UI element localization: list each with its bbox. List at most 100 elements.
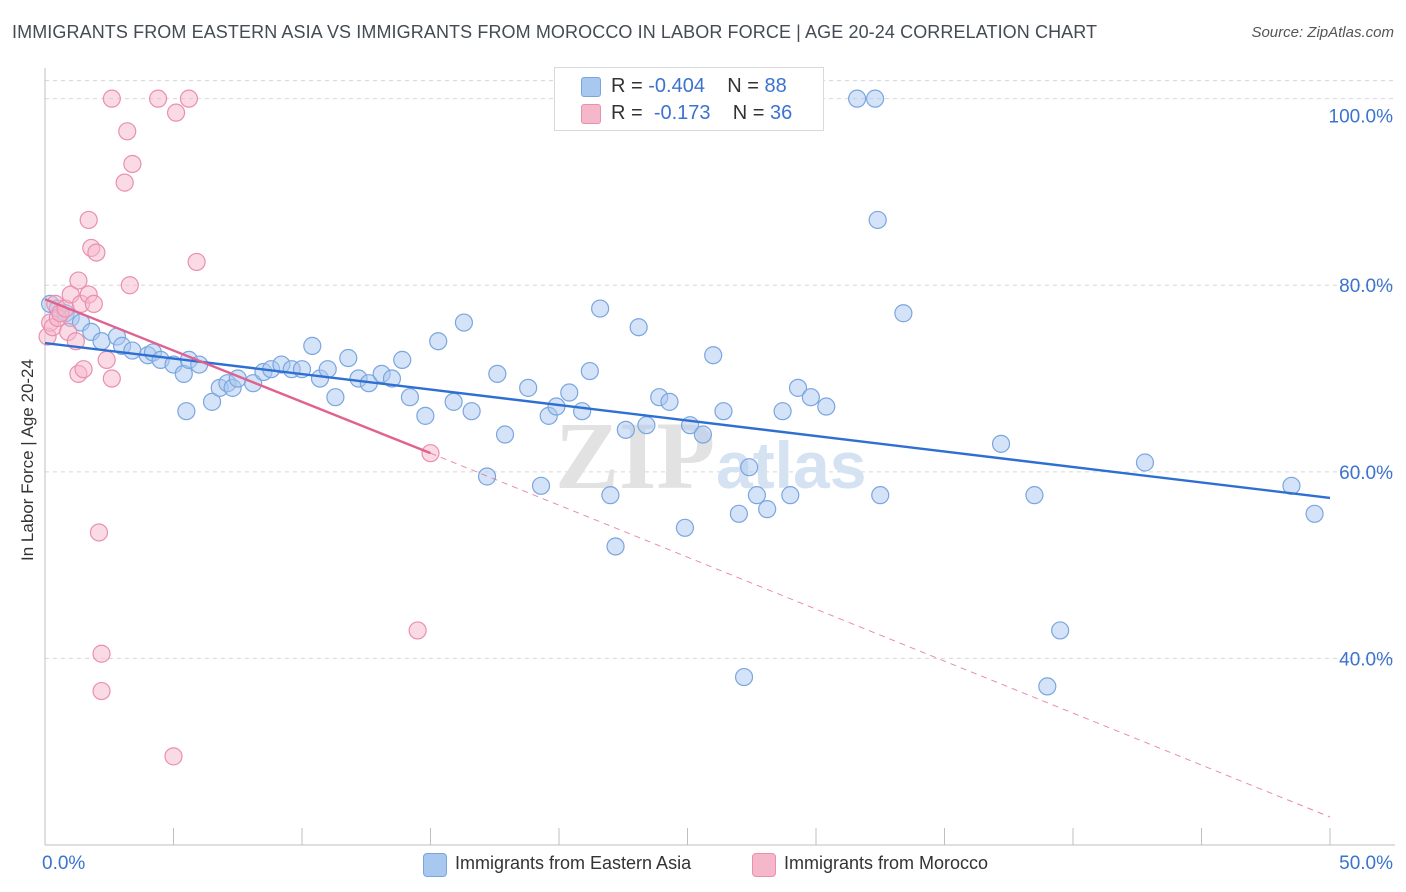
point-eastern-asia <box>817 397 836 416</box>
point-morocco <box>123 154 142 174</box>
x-tick-label-min: 0.0% <box>42 853 85 874</box>
point-morocco <box>102 89 121 108</box>
point-eastern-asia <box>573 402 592 421</box>
point-eastern-asia <box>444 392 463 411</box>
point-eastern-asia <box>454 313 474 332</box>
point-eastern-asia <box>616 420 635 439</box>
point-eastern-asia <box>637 416 656 435</box>
point-eastern-asia <box>788 378 808 397</box>
point-eastern-asia <box>758 500 777 519</box>
point-eastern-asia <box>177 402 196 421</box>
point-eastern-asia <box>429 332 448 351</box>
point-eastern-asia <box>123 341 142 360</box>
source-label: Source: ZipAtlas.com <box>1251 24 1394 41</box>
r-label: R = <box>611 75 643 97</box>
point-morocco <box>148 89 168 108</box>
bottom-legend-label-eastern-asia: Immigrants from Eastern Asia <box>455 853 692 873</box>
point-eastern-asia <box>747 486 766 505</box>
legend-swatch-blue <box>581 77 601 97</box>
point-morocco <box>187 252 206 272</box>
point-morocco <box>89 523 109 542</box>
point-eastern-asia <box>871 486 890 505</box>
point-eastern-asia <box>1051 621 1070 640</box>
point-eastern-asia <box>1025 486 1044 505</box>
point-eastern-asia <box>704 346 723 365</box>
point-eastern-asia <box>693 425 713 444</box>
bottom-legend-label-morocco: Immigrants from Morocco <box>784 853 989 873</box>
point-eastern-asia <box>339 348 358 368</box>
axes <box>44 68 1395 846</box>
n-value-morocco: 36 <box>770 102 793 124</box>
point-eastern-asia <box>740 458 759 477</box>
point-eastern-asia <box>606 537 625 556</box>
point-morocco <box>84 294 103 314</box>
point-morocco <box>120 276 139 295</box>
bottom-legend-swatch-blue <box>423 853 447 877</box>
point-eastern-asia <box>991 434 1011 453</box>
point-eastern-asia <box>848 89 867 108</box>
point-eastern-asia <box>560 383 579 402</box>
trend-line-morocco <box>44 298 431 455</box>
point-morocco <box>92 681 111 701</box>
point-morocco <box>179 89 199 108</box>
y-tick-label: 40.0% <box>1339 649 1393 670</box>
point-eastern-asia <box>92 332 111 351</box>
point-eastern-asia <box>1305 504 1324 523</box>
legend-swatch-pink <box>581 104 601 124</box>
n-label: N = <box>727 75 759 97</box>
point-eastern-asia <box>1038 677 1057 696</box>
trend-lines <box>44 298 1331 818</box>
point-eastern-asia <box>868 210 887 230</box>
point-eastern-asia <box>894 304 913 323</box>
y-tick-label: 100.0% <box>1329 107 1394 128</box>
point-morocco <box>79 210 98 230</box>
x-tick-label-max: 50.0% <box>1339 853 1393 874</box>
point-eastern-asia <box>729 504 749 523</box>
point-eastern-asia <box>202 392 222 411</box>
tick-labels: 40.0% 60.0% 80.0% 100.0% 0.0% 50.0% <box>42 107 1393 874</box>
point-morocco <box>164 747 183 766</box>
r-value-morocco: -0.173 <box>653 102 711 124</box>
trend-line-morocco-extrapolated <box>430 452 1331 818</box>
point-eastern-asia <box>400 388 420 407</box>
point-eastern-asia <box>660 392 679 411</box>
point-morocco <box>74 360 93 379</box>
point-eastern-asia <box>488 364 507 383</box>
r-value-eastern-asia: -0.404 <box>648 75 705 97</box>
correlation-legend: R = -0.404 N = 88 R = -0.173 N = 36 <box>554 67 824 131</box>
point-morocco <box>102 369 121 388</box>
point-eastern-asia <box>675 518 695 537</box>
n-value-eastern-asia: 88 <box>764 75 787 97</box>
point-morocco <box>166 103 186 122</box>
point-morocco <box>408 621 427 640</box>
point-morocco <box>115 173 134 192</box>
series-morocco <box>38 89 440 766</box>
point-eastern-asia <box>303 336 322 355</box>
point-eastern-asia <box>781 486 800 505</box>
n-label: N = <box>732 102 765 124</box>
point-morocco <box>69 271 88 290</box>
point-eastern-asia <box>773 402 792 421</box>
point-eastern-asia <box>1135 453 1155 472</box>
point-eastern-asia <box>495 425 515 444</box>
point-eastern-asia <box>318 360 337 379</box>
point-eastern-asia <box>393 350 412 369</box>
point-eastern-asia <box>801 388 820 407</box>
point-eastern-asia <box>326 388 345 407</box>
point-eastern-asia <box>416 406 435 425</box>
gridlines <box>45 80 1395 659</box>
point-eastern-asia <box>734 667 754 687</box>
point-eastern-asia <box>714 402 733 421</box>
legend-text-eastern-asia: R = -0.404 N = 88 <box>611 75 787 98</box>
legend-text-morocco: R = -0.173 N = 36 <box>611 102 792 125</box>
point-eastern-asia <box>477 467 497 486</box>
point-eastern-asia <box>629 318 648 337</box>
point-morocco <box>87 243 106 262</box>
point-morocco <box>118 122 137 141</box>
point-morocco <box>97 350 116 369</box>
chart-title: IMMIGRANTS FROM EASTERN ASIA VS IMMIGRAN… <box>12 22 1098 42</box>
point-eastern-asia <box>591 299 610 318</box>
y-tick-label: 60.0% <box>1339 463 1393 484</box>
series-eastern-asia <box>41 89 1324 696</box>
